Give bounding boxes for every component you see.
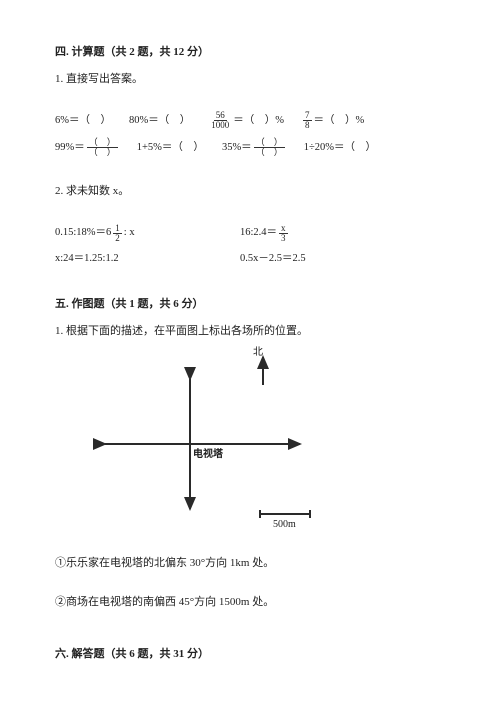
r2a-lead: 99%＝	[55, 140, 85, 156]
fraction-icon: （ ） （ ）	[254, 138, 285, 157]
s4q2r1-a: 0.15:18%＝6 1 2 : x	[55, 224, 210, 243]
frac-den: 3	[279, 234, 288, 243]
fraction-icon: 56 1000	[209, 111, 231, 130]
s4-q1-row2: 99%＝ （ ） （ ） 1+5%＝（ ） 35%＝ （ ） （ ） 1÷20%…	[55, 138, 450, 157]
s4-q1-row1: 6%＝（ ） 80%＝（ ） 56 1000 ＝（ ）% 7 8 ＝（ ）%	[55, 111, 450, 130]
scale-label: 500m	[273, 517, 296, 532]
q2r1a-tail: : x	[124, 225, 135, 241]
s4q2r2-b: 0.5x－2.5＝2.5	[240, 251, 306, 267]
s4q1r2-c: 35%＝ （ ） （ ）	[222, 138, 286, 157]
frac-num: x	[279, 224, 288, 234]
s4-q2-row1: 0.15:18%＝6 1 2 : x 16:2.4＝ x 3	[55, 224, 450, 243]
north-label: 北	[253, 345, 263, 360]
q2r1a-lead: 0.15:18%＝6	[55, 225, 111, 241]
s4q1r1-a: 6%＝（ ）	[55, 113, 111, 129]
fraction-icon: x 3	[279, 224, 288, 243]
section5-header: 五. 作图题（共 1 题，共 6 分）	[55, 296, 450, 313]
r1d-tail: ＝（ ）%	[314, 113, 365, 129]
s5-item2: ②商场在电视塔的南偏西 45°方向 1500m 处。	[55, 594, 450, 611]
fraction-icon: （ ） （ ）	[87, 138, 118, 157]
section6-header: 六. 解答题（共 6 题，共 31 分）	[55, 646, 450, 663]
s4q1r1-c: 56 1000 ＝（ ）%	[208, 111, 284, 130]
fraction-icon: 1 2	[113, 224, 122, 243]
s4-q1-title: 1. 直接写出答案。	[55, 71, 450, 88]
s4-q2-title: 2. 求未知数 x。	[55, 183, 450, 200]
frac-den: （ ）	[87, 148, 118, 157]
s4q1r1-b: 80%＝（ ）	[129, 113, 190, 129]
section4-header: 四. 计算题（共 2 题，共 12 分）	[55, 44, 450, 61]
q2r1b-lead: 16:2.4＝	[240, 225, 277, 241]
fraction-icon: 7 8	[303, 111, 312, 130]
frac-den: 1000	[209, 121, 231, 130]
s5-q1: 1. 根据下面的描述，在平面图上标出各场所的位置。	[55, 323, 450, 340]
s4q1r1-d: 7 8 ＝（ ）%	[302, 111, 364, 130]
s4-q2-row2: x:24＝1.25:1.2 0.5x－2.5＝2.5	[55, 251, 450, 267]
s4q2r1-b: 16:2.4＝ x 3	[240, 224, 289, 243]
s5-item1: ①乐乐家在电视塔的北偏东 30°方向 1km 处。	[55, 555, 450, 572]
plan-diagram: 北 电视塔 500m	[85, 349, 355, 539]
frac-den: 2	[113, 234, 122, 243]
r2c-lead: 35%＝	[222, 140, 252, 156]
axes-svg	[85, 349, 355, 539]
frac-den: 8	[303, 121, 312, 130]
s4q1r2-b: 1+5%＝（ ）	[137, 140, 204, 156]
s4q1r2-a: 99%＝ （ ） （ ）	[55, 138, 119, 157]
s4q1r2-d: 1÷20%＝（ ）	[304, 140, 376, 156]
frac-num: 1	[113, 224, 122, 234]
s4q2r2-a: x:24＝1.25:1.2	[55, 251, 210, 267]
frac-den: （ ）	[254, 148, 285, 157]
tower-label: 电视塔	[193, 447, 223, 462]
r1c-tail: ＝（ ）%	[233, 113, 284, 129]
